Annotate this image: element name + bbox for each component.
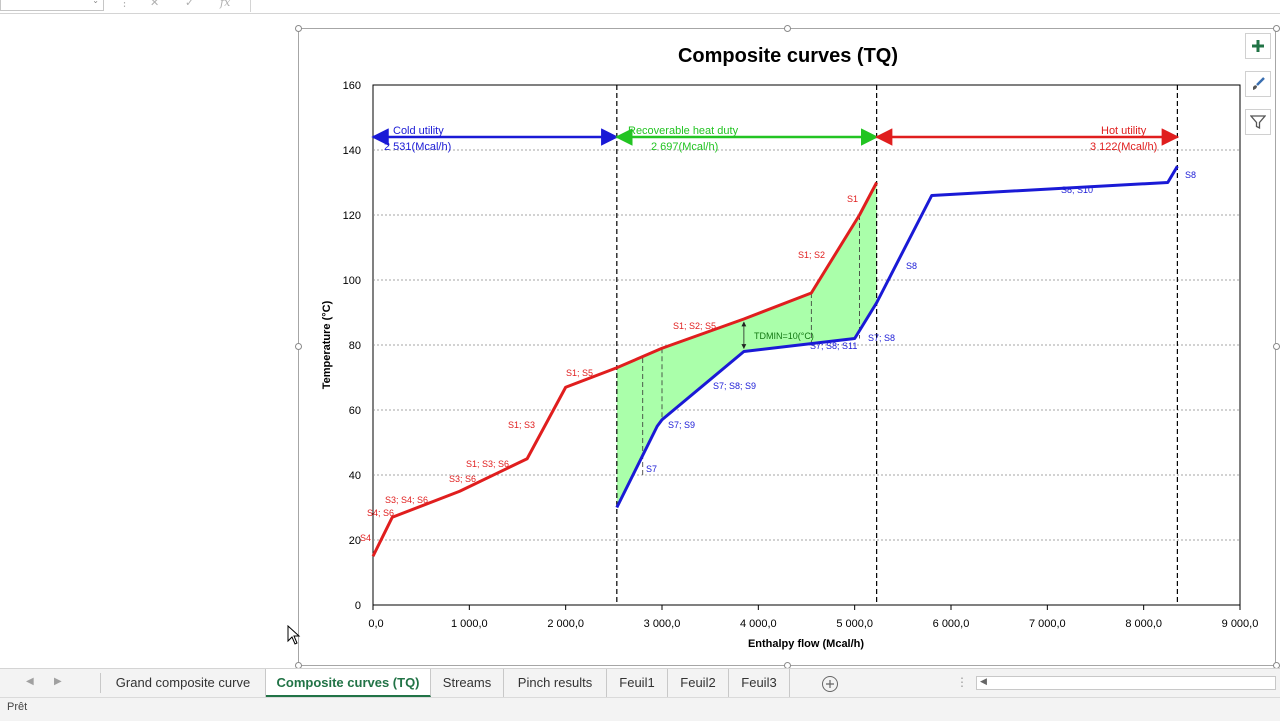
hot-segment-label: S1; S2 bbox=[798, 250, 825, 260]
resize-handle[interactable] bbox=[295, 343, 302, 350]
tab-feuil2[interactable]: Feuil2 bbox=[668, 669, 729, 697]
recoverable-heat-value: 2 697(Mcal/h) bbox=[651, 141, 718, 153]
chevron-down-icon[interactable]: ⌄ bbox=[92, 0, 99, 5]
cold-segment-label: S7; S8 bbox=[868, 333, 895, 343]
hot-segment-label: S1; S5 bbox=[566, 368, 593, 378]
hot-segment-label: S1; S3; S6 bbox=[466, 459, 509, 469]
hot-utility-value: 3 122(Mcal/h) bbox=[1090, 141, 1157, 153]
more-icon: ⋮ bbox=[119, 0, 130, 9]
y-tick-label: 140 bbox=[343, 145, 361, 157]
hot-composite-curve bbox=[371, 181, 878, 557]
cold-segment-label: S8 bbox=[906, 261, 917, 271]
x-tick-label: 6 000,0 bbox=[933, 618, 970, 630]
y-tick-label: 120 bbox=[343, 210, 361, 222]
x-tick-label: 3 000,0 bbox=[644, 618, 681, 630]
resize-handle[interactable] bbox=[784, 25, 791, 32]
tab-scroll-left-icon[interactable]: ◀ bbox=[26, 676, 34, 687]
hot-segment-label: S4 bbox=[360, 533, 371, 543]
x-tick-label: 4 000,0 bbox=[740, 618, 777, 630]
plus-icon bbox=[1252, 40, 1264, 52]
status-text: Prêt bbox=[7, 701, 28, 713]
cold-composite-curve bbox=[615, 165, 1179, 509]
cold-segment-label: S7; S8; S11 bbox=[810, 341, 857, 351]
tab-composite-curves[interactable]: Composite curves (TQ) bbox=[266, 669, 431, 697]
composite-curves-chart: Composite curves (TQ) 0 20 40 60 80 100 120 140… bbox=[321, 45, 1259, 650]
resize-handle[interactable] bbox=[295, 25, 302, 32]
tab-grand-composite-curve[interactable]: Grand composite curve bbox=[101, 669, 266, 697]
hot-segment-label: S1; S2; S5 bbox=[673, 321, 716, 331]
resize-handle[interactable] bbox=[1273, 25, 1280, 32]
x-tick-label: 1 000,0 bbox=[451, 618, 488, 630]
y-tick-label: 0 bbox=[355, 600, 361, 612]
status-bar: Prêt bbox=[0, 697, 1280, 721]
enter-icon[interactable]: ✓ bbox=[185, 0, 195, 9]
x-tick-label: 0,0 bbox=[368, 618, 383, 630]
chart-title: Composite curves (TQ) bbox=[678, 45, 898, 67]
splitter-icon[interactable]: ⋮ bbox=[956, 675, 968, 689]
x-tick-label: 2 000,0 bbox=[547, 618, 584, 630]
tab-feuil3[interactable]: Feuil3 bbox=[729, 669, 790, 697]
cold-segment-label: S7; S8; S9 bbox=[713, 381, 756, 391]
x-axis-label: Enthalpy flow (Mcal/h) bbox=[748, 638, 864, 650]
tab-feuil1[interactable]: Feuil1 bbox=[607, 669, 668, 697]
horizontal-scrollbar[interactable]: ◀ bbox=[976, 676, 1276, 690]
scrollbar-thumb[interactable] bbox=[993, 679, 1173, 687]
scroll-left-icon[interactable]: ◀ bbox=[980, 676, 987, 686]
cold-segment-label: S7; S9 bbox=[668, 420, 695, 430]
cold-utility-label: Cold utility bbox=[393, 125, 444, 137]
chart-filters-button[interactable] bbox=[1245, 109, 1271, 135]
tab-streams[interactable]: Streams bbox=[431, 669, 504, 697]
sheet-tab-bar: ◀ ▶ Grand composite curve Composite curv… bbox=[0, 668, 1280, 698]
x-tick-label: 8 000,0 bbox=[1125, 618, 1162, 630]
fx-icon[interactable]: fx bbox=[220, 0, 231, 9]
cold-segment-label: S7 bbox=[646, 464, 657, 474]
y-tick-label: 80 bbox=[349, 340, 361, 352]
hot-segment-label: S3; S6 bbox=[449, 474, 476, 484]
x-tick-label: 5 000,0 bbox=[836, 618, 873, 630]
formula-bar: ⌄ ⋮ ✕ ✓ fx bbox=[0, 0, 1280, 14]
name-box[interactable]: ⌄ bbox=[0, 0, 104, 11]
hot-segment-label: S1 bbox=[847, 194, 858, 204]
y-tick-label: 100 bbox=[343, 275, 361, 287]
chart-styles-button[interactable] bbox=[1245, 71, 1271, 97]
cold-segment-label: S8; S10 bbox=[1061, 185, 1093, 195]
tdmin-label: TDMIN=10(°C) bbox=[754, 331, 814, 341]
formula-input[interactable] bbox=[250, 0, 1280, 12]
x-tick-label: 9 000,0 bbox=[1222, 618, 1259, 630]
y-tick-label: 60 bbox=[349, 405, 361, 417]
recoverable-heat-label: Recoverable heat duty bbox=[628, 125, 739, 137]
resize-handle[interactable] bbox=[1273, 343, 1280, 350]
brush-icon bbox=[1253, 77, 1265, 90]
hot-segment-label: S1; S3 bbox=[508, 420, 535, 430]
plus-circle-icon[interactable] bbox=[821, 675, 839, 693]
hot-utility-label: Hot utility bbox=[1101, 125, 1147, 137]
cancel-icon[interactable]: ✕ bbox=[150, 0, 160, 9]
tab-scroll-right-icon[interactable]: ▶ bbox=[54, 676, 62, 687]
cold-segment-label: S8 bbox=[1185, 170, 1196, 180]
hot-segment-label: S4; S6 bbox=[367, 508, 394, 518]
cursor-icon bbox=[287, 625, 301, 645]
recoverable-heat-area bbox=[616, 182, 877, 508]
cold-utility-value: 2 531(Mcal/h) bbox=[384, 141, 451, 153]
chart-object[interactable]: Composite curves (TQ) 0 20 40 60 80 100 120 140… bbox=[298, 28, 1276, 666]
y-tick-label: 160 bbox=[343, 80, 361, 92]
x-tick-label: 7 000,0 bbox=[1029, 618, 1066, 630]
funnel-icon bbox=[1250, 115, 1266, 130]
tab-pinch-results[interactable]: Pinch results bbox=[504, 669, 607, 697]
hot-segment-label: S3; S4; S6 bbox=[385, 495, 428, 505]
y-tick-label: 40 bbox=[349, 470, 361, 482]
y-axis-label: Temperature (°C) bbox=[321, 300, 333, 389]
y-tick-label: 20 bbox=[349, 535, 361, 547]
chart-elements-button[interactable] bbox=[1245, 33, 1271, 59]
